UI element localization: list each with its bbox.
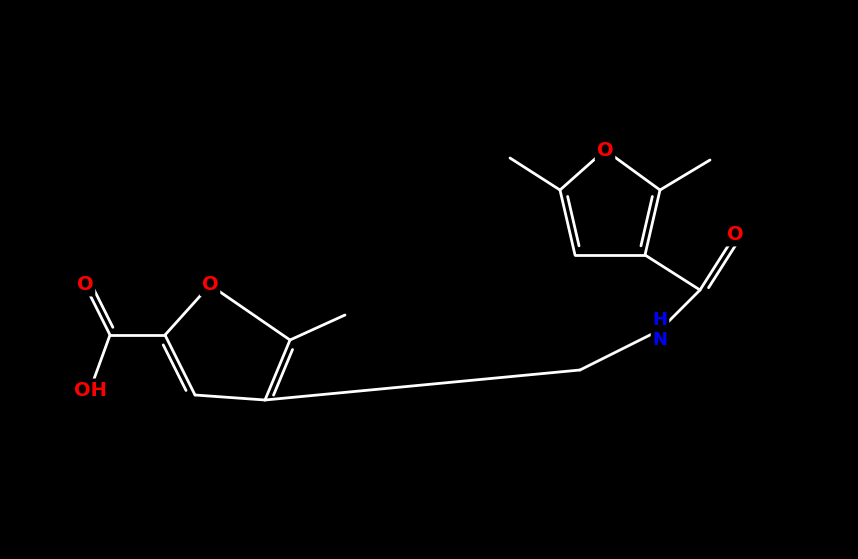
Text: O: O: [596, 140, 613, 159]
Text: OH: OH: [74, 381, 106, 400]
Text: O: O: [727, 225, 743, 244]
Text: O: O: [202, 276, 218, 295]
Text: O: O: [76, 276, 94, 295]
Text: H
N: H N: [652, 311, 668, 349]
